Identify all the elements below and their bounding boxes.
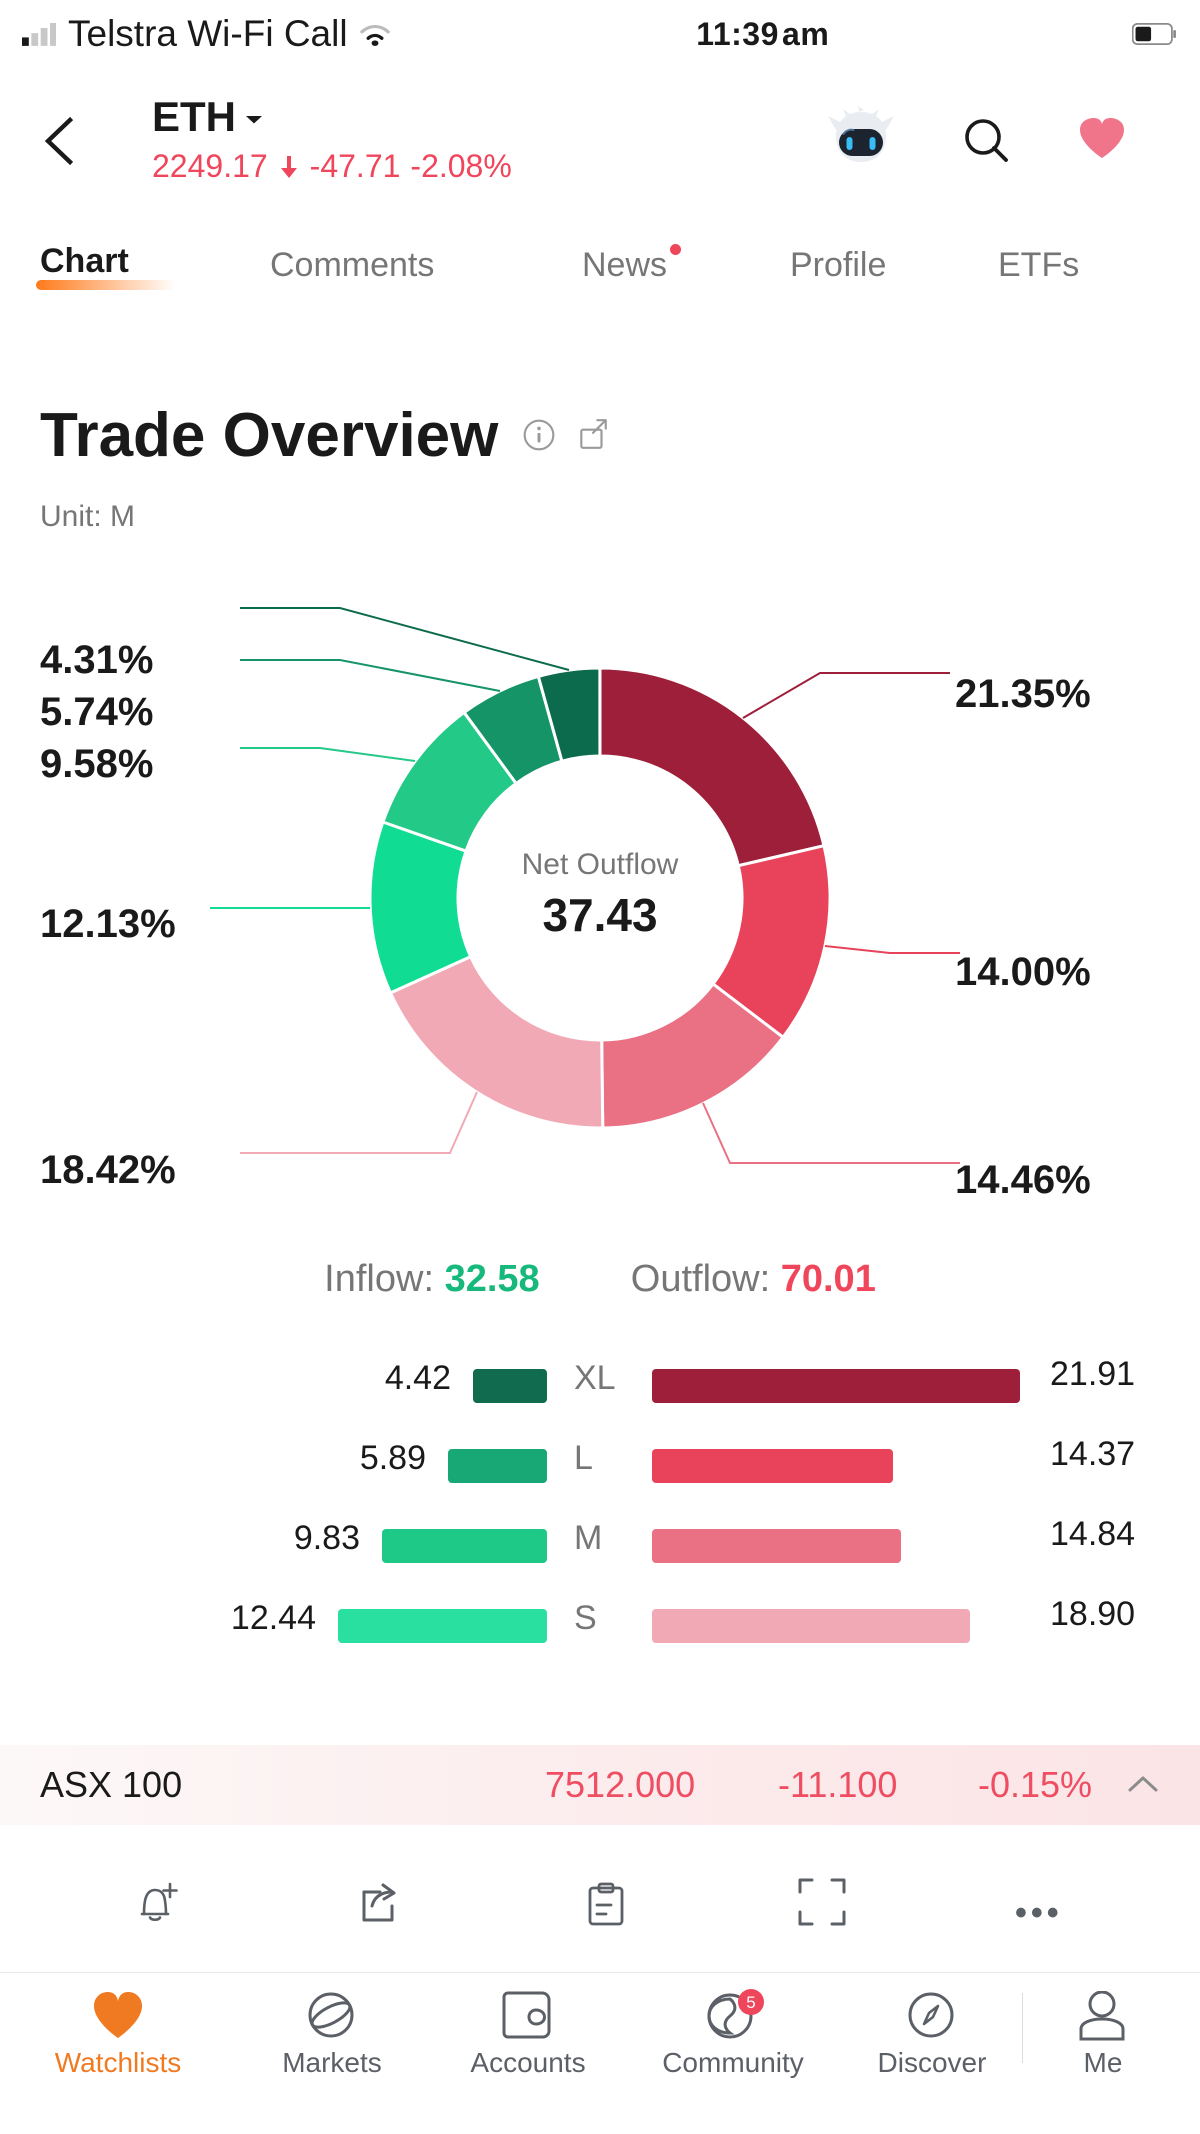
- svg-text:5: 5: [746, 1993, 755, 2012]
